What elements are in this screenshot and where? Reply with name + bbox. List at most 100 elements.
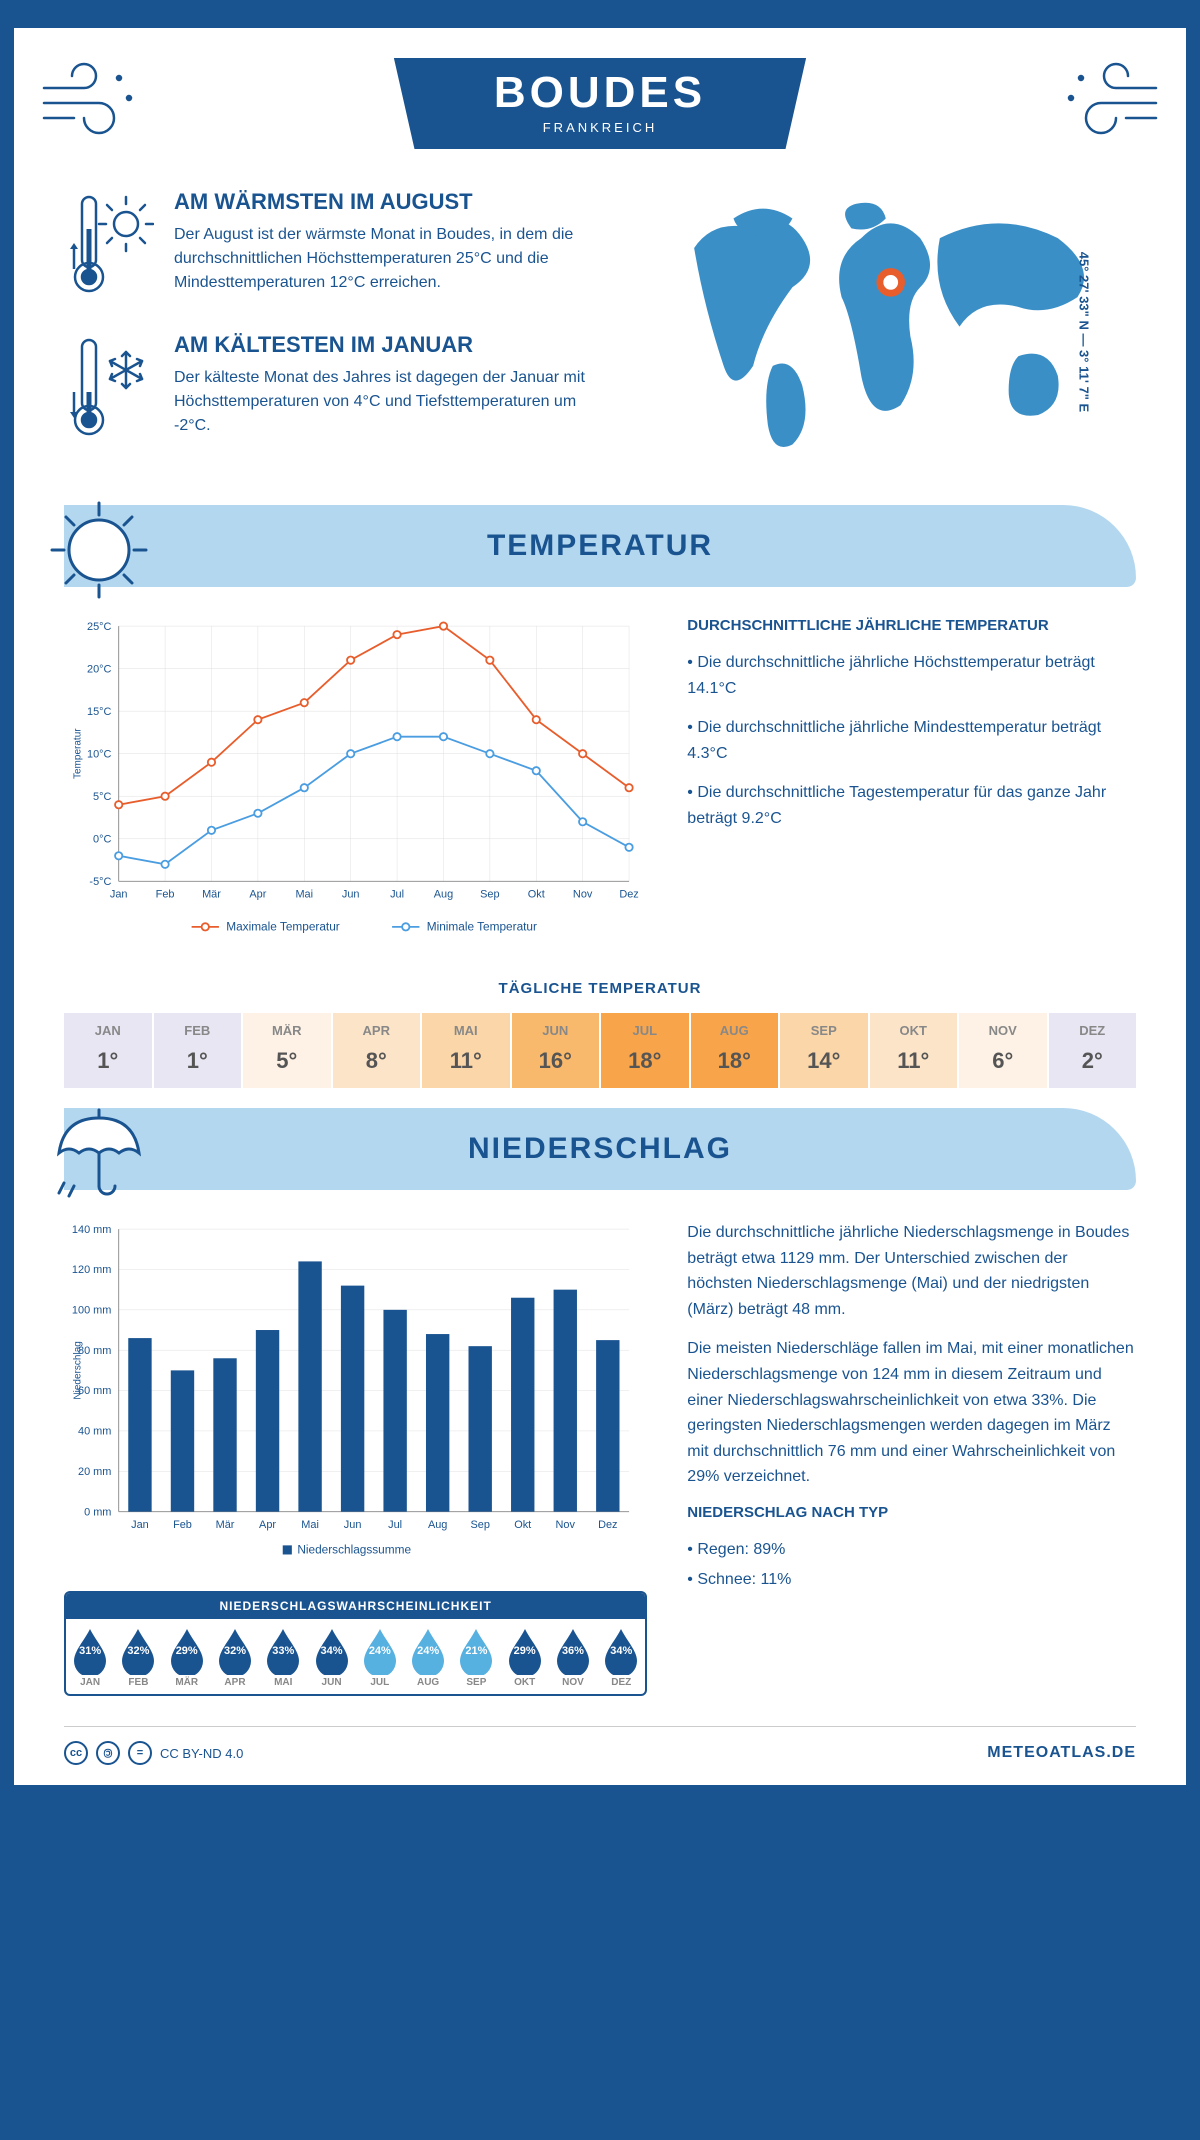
fact-title: AM WÄRMSTEN IM AUGUST — [174, 189, 605, 215]
page-title: BOUDES — [494, 68, 706, 118]
svg-text:10°C: 10°C — [87, 748, 112, 760]
precip-paragraph: Die meisten Niederschläge fallen im Mai,… — [687, 1336, 1136, 1490]
fact-coldest: AM KÄLTESTEN IM JANUAR Der kälteste Mona… — [64, 332, 605, 447]
probability-cell: 29% MÄR — [163, 1619, 211, 1694]
raindrop-icon: 32% — [118, 1627, 158, 1675]
facts-column: AM WÄRMSTEN IM AUGUST Der August ist der… — [64, 189, 605, 475]
probability-cell: 33% MAI — [259, 1619, 307, 1694]
svg-text:100 mm: 100 mm — [72, 1305, 111, 1317]
by-icon: 🄯 — [96, 1741, 120, 1765]
svg-text:Feb: Feb — [156, 889, 175, 901]
probability-cell: 31% JAN — [66, 1619, 114, 1694]
daily-temp-cell: MÄR5° — [243, 1013, 331, 1088]
license-text: CC BY-ND 4.0 — [160, 1746, 243, 1761]
summary-bullet: • Die durchschnittliche jährliche Mindes… — [687, 715, 1136, 766]
intro-section: AM WÄRMSTEN IM AUGUST Der August ist der… — [64, 189, 1136, 475]
probability-cell: 34% DEZ — [597, 1619, 645, 1694]
raindrop-icon: 34% — [312, 1627, 352, 1675]
umbrella-icon — [44, 1098, 154, 1213]
page: BOUDES FRANKREICH AM WÄRMSTEN IM AUGUST … — [0, 0, 1200, 1813]
license: cc 🄯 = CC BY-ND 4.0 — [64, 1741, 243, 1765]
svg-text:25°C: 25°C — [87, 621, 112, 633]
svg-text:Jun: Jun — [344, 1519, 362, 1531]
fact-title: AM KÄLTESTEN IM JANUAR — [174, 332, 605, 358]
daily-temp-title: TÄGLICHE TEMPERATUR — [64, 980, 1136, 997]
svg-text:Nov: Nov — [573, 889, 593, 901]
map-column: 45° 27' 33" N — 3° 11' 7" E — [645, 189, 1136, 475]
svg-text:120 mm: 120 mm — [72, 1264, 111, 1276]
footer: cc 🄯 = CC BY-ND 4.0 METEOATLAS.DE — [64, 1726, 1136, 1765]
daily-temp-cell: AUG18° — [691, 1013, 779, 1088]
precip-type-snow: • Schnee: 11% — [687, 1567, 1136, 1593]
daily-temp-cell: SEP14° — [780, 1013, 868, 1088]
svg-text:Jul: Jul — [388, 1519, 402, 1531]
raindrop-icon: 31% — [70, 1627, 110, 1675]
section-title: TEMPERATUR — [64, 529, 1136, 563]
probability-cell: 24% JUL — [356, 1619, 404, 1694]
svg-text:Mär: Mär — [216, 1519, 235, 1531]
probability-cell: 29% OKT — [501, 1619, 549, 1694]
raindrop-icon: 32% — [215, 1627, 255, 1675]
svg-text:Dez: Dez — [619, 889, 638, 901]
content: BOUDES FRANKREICH AM WÄRMSTEN IM AUGUST … — [14, 28, 1186, 1785]
summary-bullet: • Die durchschnittliche jährliche Höchst… — [687, 650, 1136, 701]
precip-paragraph: Die durchschnittliche jährliche Niedersc… — [687, 1220, 1136, 1322]
world-map-icon — [645, 189, 1136, 464]
daily-temp-cell: MAI11° — [422, 1013, 510, 1088]
section-title: NIEDERSCHLAG — [64, 1132, 1136, 1166]
svg-text:5°C: 5°C — [93, 791, 111, 803]
svg-text:Mär: Mär — [202, 889, 221, 901]
thermometer-snow-icon — [64, 332, 154, 447]
precipitation-row: 0 mm20 mm40 mm60 mm80 mm100 mm120 mm140 … — [64, 1220, 1136, 1696]
daily-temp-cell: OKT11° — [870, 1013, 958, 1088]
summary-bullet: • Die durchschnittliche Tagestemperatur … — [687, 780, 1136, 831]
precipitation-text: Die durchschnittliche jährliche Niedersc… — [687, 1220, 1136, 1696]
section-banner-temperature: TEMPERATUR — [64, 505, 1136, 587]
sun-icon — [44, 495, 154, 610]
svg-text:Niederschlag: Niederschlag — [72, 1341, 83, 1399]
daily-temp-strip: JAN1°FEB1°MÄR5°APR8°MAI11°JUN16°JUL18°AU… — [64, 1013, 1136, 1088]
svg-text:40 mm: 40 mm — [78, 1426, 111, 1438]
svg-text:Temperatur: Temperatur — [72, 728, 83, 779]
svg-text:Jun: Jun — [342, 889, 360, 901]
daily-temp-cell: APR8° — [333, 1013, 421, 1088]
probability-cell: 24% AUG — [404, 1619, 452, 1694]
probability-heading: NIEDERSCHLAGSWAHRSCHEINLICHKEIT — [66, 1593, 645, 1619]
svg-text:Jan: Jan — [110, 889, 128, 901]
fact-text: Der kälteste Monat des Jahres ist dagege… — [174, 366, 605, 438]
site-label: METEOATLAS.DE — [987, 1744, 1136, 1762]
svg-text:Feb: Feb — [173, 1519, 192, 1531]
svg-text:20°C: 20°C — [87, 663, 112, 675]
cc-icon: cc — [64, 1741, 88, 1765]
daily-temp-cell: JUL18° — [601, 1013, 689, 1088]
svg-text:-5°C: -5°C — [89, 876, 111, 888]
raindrop-icon: 21% — [456, 1627, 496, 1675]
fact-content: AM WÄRMSTEN IM AUGUST Der August ist der… — [174, 189, 605, 304]
svg-text:0 mm: 0 mm — [84, 1506, 111, 1518]
raindrop-icon: 24% — [408, 1627, 448, 1675]
precip-type-heading: NIEDERSCHLAG NACH TYP — [687, 1504, 1136, 1521]
section-banner-precipitation: NIEDERSCHLAG — [64, 1108, 1136, 1190]
svg-text:Jul: Jul — [390, 889, 404, 901]
precipitation-chart-box: 0 mm20 mm40 mm60 mm80 mm100 mm120 mm140 … — [64, 1220, 647, 1696]
daily-temp-cell: JUN16° — [512, 1013, 600, 1088]
svg-text:Aug: Aug — [434, 889, 453, 901]
raindrop-icon: 36% — [553, 1627, 593, 1675]
temperature-summary: DURCHSCHNITTLICHE JÄHRLICHE TEMPERATUR •… — [687, 617, 1136, 950]
temperature-chart: -5°C0°C5°C10°C15°C20°C25°CJanFebMärAprMa… — [64, 617, 647, 950]
svg-text:Aug: Aug — [428, 1519, 447, 1531]
precip-type-rain: • Regen: 89% — [687, 1537, 1136, 1563]
probability-cell: 21% SEP — [452, 1619, 500, 1694]
svg-text:15°C: 15°C — [87, 706, 112, 718]
temperature-row: -5°C0°C5°C10°C15°C20°C25°CJanFebMärAprMa… — [64, 617, 1136, 950]
svg-text:Dez: Dez — [598, 1519, 617, 1531]
daily-temp-cell: JAN1° — [64, 1013, 152, 1088]
probability-cell: 34% JUN — [307, 1619, 355, 1694]
daily-temp-cell: NOV6° — [959, 1013, 1047, 1088]
svg-text:Okt: Okt — [514, 1519, 531, 1531]
svg-text:Sep: Sep — [470, 1519, 489, 1531]
svg-text:Apr: Apr — [259, 1519, 276, 1531]
raindrop-icon: 34% — [601, 1627, 641, 1675]
summary-heading: DURCHSCHNITTLICHE JÄHRLICHE TEMPERATUR — [687, 617, 1136, 634]
probability-cell: 32% APR — [211, 1619, 259, 1694]
